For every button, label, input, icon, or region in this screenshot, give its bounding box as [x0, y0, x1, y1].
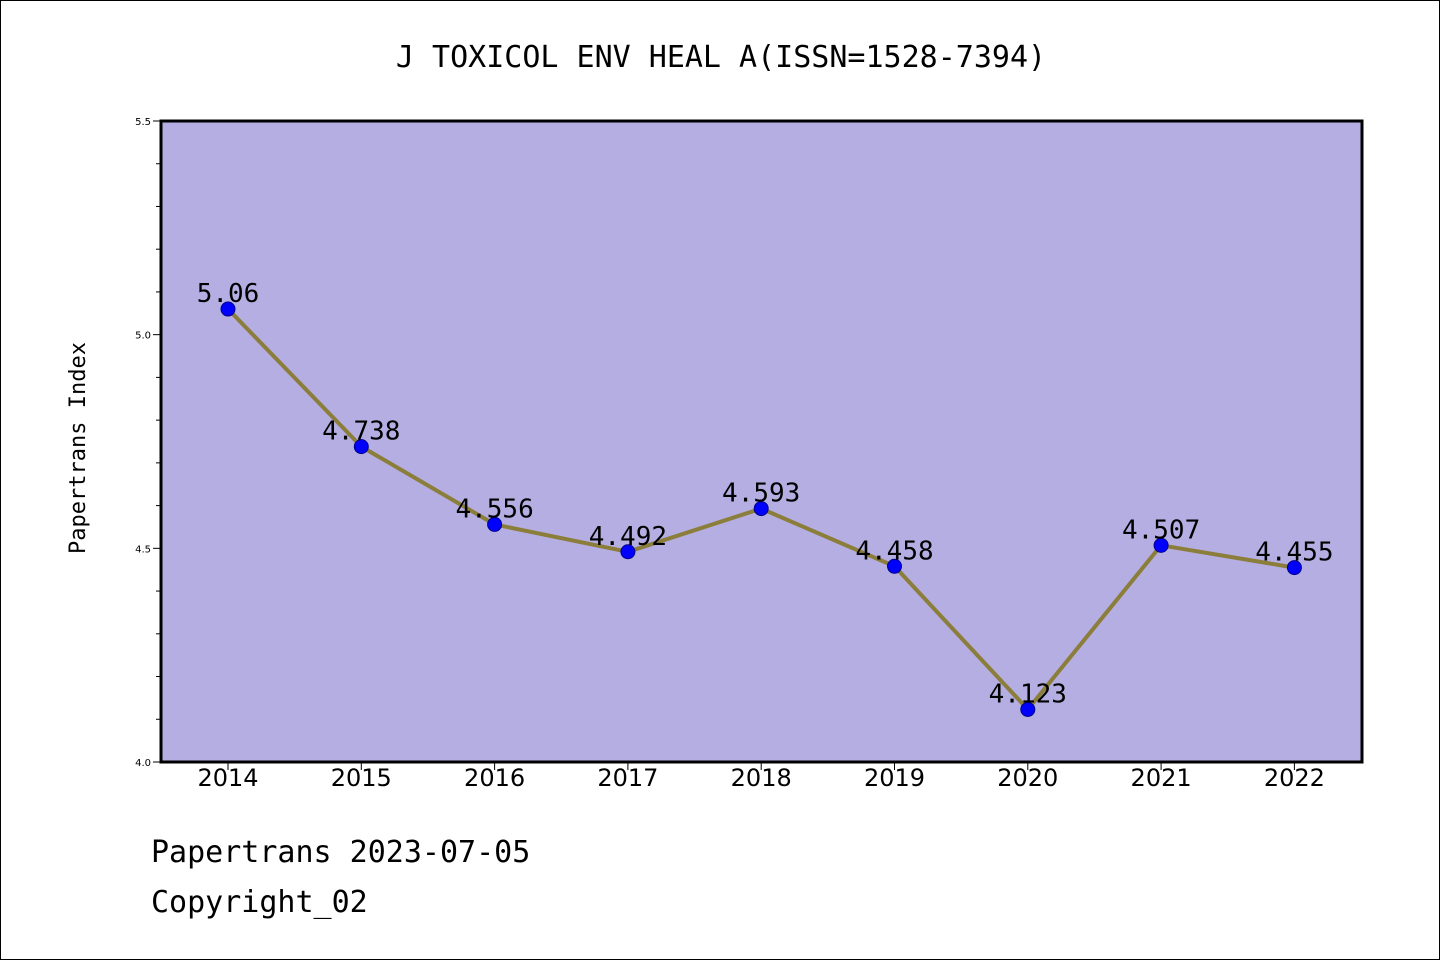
footer-copyright: Copyright_02 — [151, 885, 368, 920]
x-tick-label: 2015 — [331, 764, 392, 792]
footer-date: Papertrans 2023-07-05 — [151, 835, 531, 870]
data-label: 4.458 — [855, 536, 933, 566]
data-label: 4.507 — [1122, 515, 1200, 545]
data-markers — [220, 301, 1302, 717]
data-point — [1286, 560, 1302, 576]
x-tick-label: 2017 — [597, 764, 658, 792]
data-point — [620, 544, 636, 560]
data-label: 5.06 — [197, 279, 260, 309]
x-tick-label: 2016 — [464, 764, 525, 792]
data-point — [353, 439, 369, 455]
data-label: 4.123 — [989, 679, 1067, 709]
data-labels: 5.06 4.738 4.556 4.492 4.593 4.458 4.123 4.507 4… — [197, 279, 1334, 709]
x-tick-label: 2019 — [864, 764, 925, 792]
x-tick-label: 2020 — [997, 764, 1058, 792]
data-point — [753, 501, 769, 517]
y-tick-label: 5.0 — [135, 331, 151, 342]
data-label: 4.492 — [589, 522, 667, 552]
x-tick-label: 2018 — [731, 764, 792, 792]
x-tick-label: 2021 — [1131, 764, 1192, 792]
x-axis: 2014 2015 2016 2017 2018 2019 2020 2021 2022 — [197, 762, 1325, 792]
data-point — [1020, 701, 1036, 717]
y-axis: 4.0 4.5 5.0 5.5 — [135, 117, 161, 769]
y-tick-label: 4.5 — [135, 544, 151, 555]
data-point — [887, 558, 902, 574]
data-label: 4.455 — [1255, 538, 1333, 568]
data-point — [1153, 537, 1169, 553]
data-point — [220, 301, 236, 317]
x-tick-label: 2022 — [1264, 764, 1325, 792]
y-tick-label: 5.5 — [135, 117, 151, 128]
data-point — [487, 516, 503, 532]
chart-title: J TOXICOL ENV HEAL A(ISSN=1528-7394) — [396, 40, 1046, 75]
data-label: 4.738 — [322, 417, 400, 447]
y-axis-label: Papertrans Index — [66, 342, 91, 554]
data-label: 4.593 — [722, 479, 800, 509]
data-label: 4.556 — [455, 494, 533, 524]
x-tick-label: 2014 — [197, 764, 258, 792]
y-tick-label: 4.0 — [135, 758, 151, 769]
